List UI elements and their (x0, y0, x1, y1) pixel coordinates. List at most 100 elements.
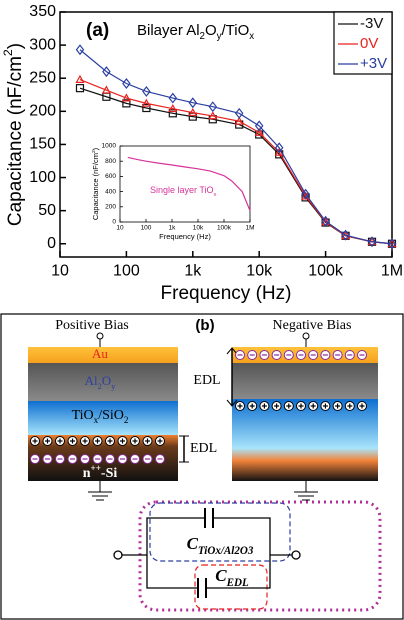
positive-charge (30, 436, 40, 446)
negative-charge (155, 454, 165, 464)
y-tick-label: 0 (112, 219, 116, 226)
chart-title-part: O (205, 22, 217, 39)
y-tick-label: 150 (29, 136, 56, 153)
y-tick-label: 600 (105, 173, 116, 180)
marker (274, 142, 284, 154)
positive-charge (271, 401, 282, 411)
circuit (113, 500, 382, 612)
legend-label: -3V (360, 15, 383, 32)
capacitor-label-part: C (215, 566, 227, 585)
y-tick-label: 200 (29, 103, 56, 120)
marker (208, 111, 218, 120)
panel-label: (b) (195, 317, 214, 334)
negative-charge (42, 454, 53, 464)
capacitor-label-part: 3 (247, 545, 254, 557)
chart-title-part: 2 (200, 31, 205, 42)
positive-charge (332, 401, 343, 411)
x-tick-label: 100 (141, 225, 152, 232)
marker (208, 101, 218, 113)
layer-label-part: /SiO (98, 408, 124, 423)
y-tick-label: 300 (29, 36, 56, 53)
marker (274, 147, 284, 156)
positive-charge (259, 401, 270, 411)
y-axis-label: Capacitance (nF/cm2) (1, 43, 26, 226)
layer-label: TiOx/SiO2 (72, 408, 129, 425)
x-tick-label: 1M (381, 263, 403, 280)
chart-title-part: y (217, 31, 222, 42)
negative-charge (320, 350, 331, 360)
y-tick-label: 800 (105, 158, 116, 165)
edl-label: EDL (193, 373, 220, 388)
x-tick-label: 10k (193, 225, 204, 232)
positive-charge (283, 401, 294, 411)
negative-charge (259, 350, 270, 360)
negative-charge (357, 350, 367, 360)
x-tick-label: 100k (308, 263, 344, 280)
negative-charge (30, 454, 40, 464)
marker (141, 98, 151, 107)
marker (142, 103, 151, 113)
annotation-part: x (214, 192, 217, 198)
positive-charge (296, 401, 306, 411)
y-axis-label: Capacitance (nF/cm2) (91, 147, 100, 220)
y-axis-label-part: 2 (1, 49, 15, 56)
y-tick-label: 100 (29, 169, 56, 186)
marker (75, 84, 85, 93)
label: Positive Bias (55, 318, 129, 333)
y-tick-label: 50 (38, 202, 56, 219)
marker (387, 238, 397, 250)
y-tick-label: 400 (105, 188, 116, 195)
negative-charge (344, 350, 355, 360)
layer-label-part: ++ (91, 463, 101, 473)
negative-charge (235, 350, 245, 360)
x-axis-label-part: Frequency (Hz) (161, 283, 292, 304)
x-axis-label-part: Frequency (Hz) (159, 232, 211, 241)
layer-label-part: O (102, 373, 111, 388)
y-tick-label: 200 (105, 204, 116, 211)
negative-charge (271, 350, 282, 360)
positive-charge (357, 401, 367, 411)
positive-charge (344, 401, 355, 411)
panel-frame (0, 313, 404, 620)
marker (102, 66, 111, 78)
layer-label-part: TiO (72, 408, 94, 423)
legend-label: 0V (360, 35, 378, 52)
annotation: Single layer TiOx (150, 185, 217, 197)
chart-title-part: x (249, 31, 254, 42)
marker (367, 236, 377, 248)
positive-charge (55, 436, 65, 446)
layer-label: Au (92, 346, 108, 361)
layer-label-part: 2 (98, 381, 102, 391)
series-line (79, 49, 393, 245)
layer-label: Al2Oy (85, 373, 117, 391)
positive-charge (117, 436, 128, 446)
marker (188, 97, 198, 109)
positive-charge (130, 436, 140, 446)
marker (321, 217, 331, 226)
negative-charge (283, 350, 294, 360)
x-tick-label: 10 (116, 225, 124, 232)
positive-charge (247, 401, 258, 411)
capacitor-label: CEDL (215, 566, 249, 589)
negative-charge (67, 454, 78, 464)
y-axis-label-part: Capacitance (nF/cm (91, 153, 100, 220)
chart-title-part: /TiO (222, 22, 250, 39)
layer-label-part: x (94, 415, 99, 425)
marker (341, 229, 350, 241)
layer-label-part: y (111, 381, 116, 391)
positive-charge (320, 401, 331, 411)
capacitor-label-part: x (214, 545, 221, 557)
panel-label: (a) (86, 20, 109, 41)
layer-label-part: n (83, 466, 91, 481)
plot-frame (119, 145, 251, 223)
marker (234, 107, 244, 119)
marker (168, 103, 178, 113)
negative-charge (105, 454, 115, 464)
capacitor-label: CTiOx/Al2O3 (187, 534, 254, 557)
x-axis-label: Frequency (Hz) (159, 232, 211, 241)
capacitor-label-part: /Al (220, 545, 235, 557)
y-tick-label: 0 (47, 235, 56, 252)
x-tick-label: 10k (246, 263, 273, 280)
marker (254, 127, 264, 136)
marker (122, 78, 131, 89)
